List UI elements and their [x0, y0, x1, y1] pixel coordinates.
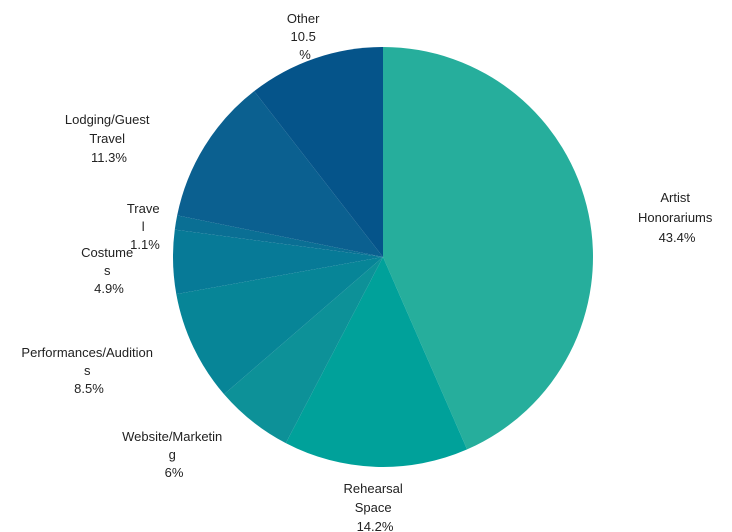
pie-slice-lodging-guest-travel [177, 91, 383, 257]
pie-slice-artist-honorariums [383, 47, 594, 450]
label-travel: Trave l 1.1% [127, 201, 163, 252]
label-lodging-guest-travel: Lodging/Guest Travel 11.3% [65, 112, 153, 165]
pie-slice-website-marketing [224, 257, 383, 444]
pie-slice-travel [174, 215, 383, 257]
pie-slices [173, 47, 594, 468]
pie-slice-other [254, 47, 383, 257]
pie-slice-costumes [173, 229, 383, 295]
label-artist-honorariums: Artist Honorariums 43.4% [638, 190, 716, 245]
label-website-marketing: Website/Marketin g 6% [122, 429, 226, 480]
pie-slice-rehearsal-space [285, 257, 468, 468]
label-performances-auditions: Performances/Audition s 8.5% [21, 345, 156, 396]
label-costumes: Costume s 4.9% [81, 245, 137, 296]
label-other: Other 10.5 % [287, 11, 323, 62]
pie-slice-performances-auditions [176, 257, 383, 395]
label-rehearsal-space: Rehearsal Space 14.2% [344, 481, 407, 532]
